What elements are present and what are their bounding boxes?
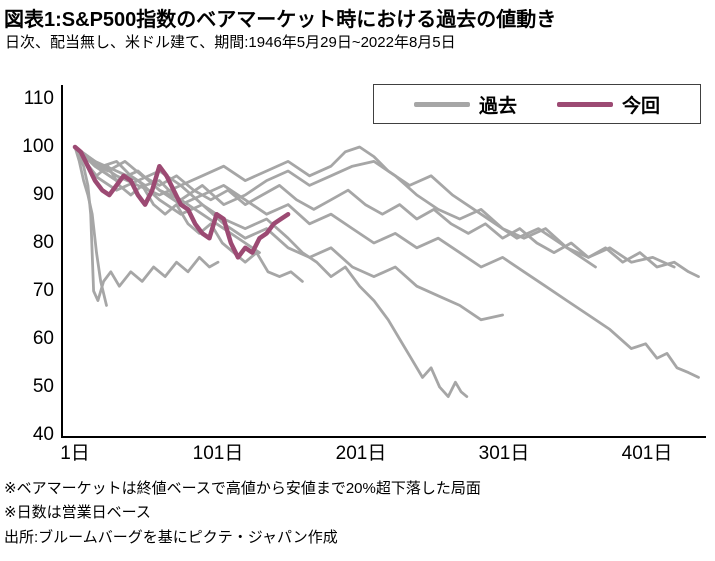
y-tick-label: 100 <box>22 136 54 157</box>
y-tick-label: 40 <box>32 424 54 445</box>
legend-item-past: 過去 <box>413 91 517 118</box>
past-series-line <box>73 145 676 269</box>
x-tick-label: 301日 <box>478 443 530 464</box>
past-series-line <box>73 145 220 303</box>
footnote-bear-market-definition: ※ベアマーケットは終値ベースで高値から安値まで20%超下落した局面 <box>4 480 481 497</box>
legend-item-current: 今回 <box>556 91 660 118</box>
x-tick-label: 1日 <box>60 443 90 464</box>
y-tick-label: 110 <box>23 88 54 109</box>
chart-title: 図表1:S&P500指数のベアマーケット時における過去の値動き <box>4 9 557 31</box>
axis-lines <box>61 85 706 438</box>
legend: 過去 今回 <box>373 84 701 124</box>
past-series-line <box>73 145 304 283</box>
legend-label-past: 過去 <box>478 95 517 117</box>
y-tick-label: 90 <box>32 184 54 205</box>
footnote-business-days: ※日数は営業日ベース <box>4 504 151 521</box>
legend-label-current: 今回 <box>621 95 660 117</box>
x-tick-label: 101日 <box>192 443 244 464</box>
current-series-line <box>72 144 291 260</box>
chart-subtitle: 日次、配当無し、米ドル建て、期間:1946年5月29日~2022年8月5日 <box>5 34 456 51</box>
y-tick-label: 50 <box>32 376 54 397</box>
past-line-swatch <box>413 101 470 107</box>
past-series-line <box>73 145 505 322</box>
y-tick-label: 70 <box>32 280 54 301</box>
current-line-swatch <box>556 101 613 107</box>
past-series-line <box>73 145 469 399</box>
past-series-line <box>73 145 700 279</box>
x-tick-label: 401日 <box>621 443 673 464</box>
past-series-line <box>73 145 700 379</box>
x-tick-label: 201日 <box>335 443 387 464</box>
source-note: 出所:ブルームバーグを基にピクテ・ジャパン作成 <box>4 529 338 546</box>
y-tick-label: 60 <box>32 328 54 349</box>
past-series-line <box>73 145 597 269</box>
y-tick-label: 80 <box>32 232 54 253</box>
